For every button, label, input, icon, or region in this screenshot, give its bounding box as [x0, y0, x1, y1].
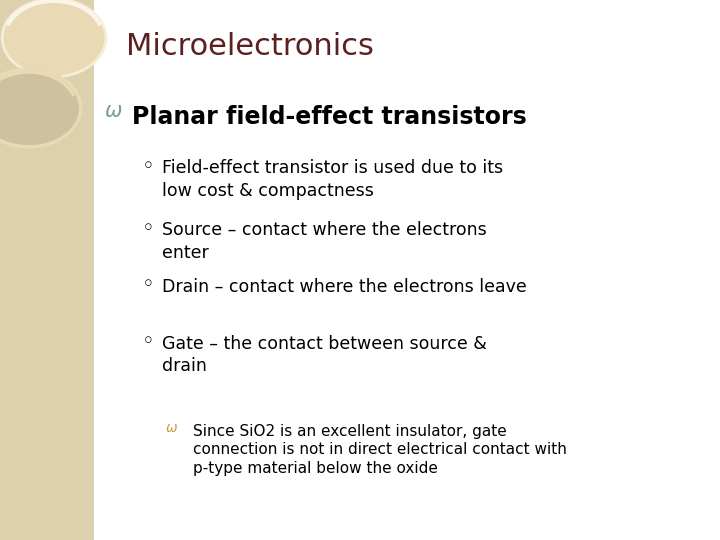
Text: ω: ω [166, 421, 177, 435]
Circle shape [2, 0, 106, 77]
Bar [0, 0, 94, 540]
Text: ◦: ◦ [142, 219, 155, 239]
Text: Since SiO2 is an excellent insulator, gate
connection is not in direct electrica: Since SiO2 is an excellent insulator, ga… [193, 424, 567, 476]
Text: Drain – contact where the electrons leave: Drain – contact where the electrons leav… [162, 278, 527, 296]
Circle shape [0, 69, 81, 147]
Text: ◦: ◦ [142, 275, 155, 295]
Text: Microelectronics: Microelectronics [126, 32, 374, 62]
Text: Planar field-effect transistors: Planar field-effect transistors [132, 105, 526, 129]
Text: Gate – the contact between source &
drain: Gate – the contact between source & drai… [162, 335, 487, 375]
Text: ◦: ◦ [142, 332, 155, 352]
Text: Source – contact where the electrons
enter: Source – contact where the electrons ent… [162, 221, 487, 261]
Text: Field-effect transistor is used due to its
low cost & compactness: Field-effect transistor is used due to i… [162, 159, 503, 199]
Text: ω: ω [104, 101, 122, 121]
Text: ◦: ◦ [142, 157, 155, 177]
